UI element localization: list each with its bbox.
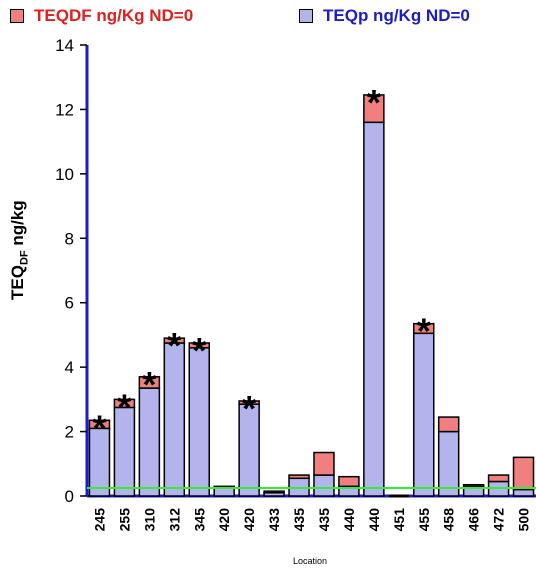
bar-teqp — [363, 121, 385, 497]
x-tick-label: 451 — [391, 508, 407, 532]
bar-teqdf — [437, 416, 460, 433]
bar-teqdf — [363, 94, 385, 124]
legend-label-teqdf: TEQDF ng/Kg ND=0 — [34, 6, 194, 25]
legend-swatch-teqdf — [10, 9, 24, 23]
legend-item-teqp: TEQp ng/Kg ND=0 — [299, 6, 470, 26]
significance-marker: * — [192, 330, 206, 371]
bar-teqdf — [313, 451, 335, 476]
x-tick-label: 440 — [366, 508, 382, 532]
bar-teqdf — [113, 398, 136, 409]
x-tick-label: 435 — [316, 508, 332, 532]
significance-marker: * — [417, 311, 431, 352]
bar-teqdf — [138, 376, 161, 389]
bar-teqdf — [413, 322, 435, 335]
significance-marker: * — [167, 325, 181, 366]
bar-teqdf — [188, 342, 210, 349]
legend: TEQDF ng/Kg ND=0 TEQp ng/Kg ND=0 — [0, 6, 536, 30]
bar-teqp — [413, 332, 435, 497]
x-axis-label: Location — [292, 556, 328, 566]
bar-teqdf — [338, 475, 360, 488]
y-tick-label: 6 — [65, 294, 74, 313]
bar-teqdf — [88, 419, 111, 430]
legend-swatch-teqp — [299, 9, 313, 23]
significance-marker: * — [117, 386, 131, 427]
y-axis-label-sub: DF — [18, 250, 31, 266]
significance-marker: * — [142, 364, 156, 405]
x-tick-label: 420 — [241, 508, 257, 532]
x-tick-label: 420 — [216, 508, 232, 532]
x-tick-label: 435 — [291, 508, 307, 532]
y-tick-label: 12 — [55, 100, 74, 119]
bar-teqdf — [238, 400, 260, 405]
bar-teqdf — [487, 474, 510, 483]
x-tick-label: 440 — [341, 508, 357, 532]
y-axis-label: TEQDF ng/kg — [8, 200, 30, 300]
bar-teqp — [213, 487, 235, 497]
y-tick-label: 10 — [55, 165, 74, 184]
x-tick-label: 472 — [491, 508, 507, 532]
y-axis-label-main: TEQ — [8, 265, 27, 300]
x-tick-label: 466 — [466, 508, 482, 532]
y-tick-label: 8 — [65, 229, 74, 248]
y-tick-label: 0 — [65, 487, 74, 506]
x-tick-label: 500 — [516, 508, 532, 532]
legend-item-teqdf: TEQDF ng/Kg ND=0 — [10, 6, 193, 26]
bar-teqp — [437, 430, 460, 497]
y-tick-label: 14 — [55, 36, 74, 55]
significance-marker: * — [92, 407, 106, 448]
x-tick-label: 245 — [91, 508, 107, 532]
y-tick-label: 4 — [65, 358, 74, 377]
significance-marker: * — [242, 388, 256, 429]
x-tick-label: 455 — [416, 508, 432, 532]
bar-teqdf — [263, 490, 285, 494]
bar-teqdf — [163, 337, 186, 344]
y-tick-label: 2 — [65, 423, 74, 442]
bar-teqp — [512, 488, 535, 497]
bar-teqp — [313, 474, 335, 497]
x-tick-label: 433 — [266, 508, 282, 532]
legend-label-teqp: TEQp ng/Kg ND=0 — [323, 6, 470, 25]
x-tick-label: 312 — [166, 508, 182, 532]
bar-teqdf — [512, 456, 535, 491]
bar-teqdf — [288, 474, 310, 480]
significance-marker: * — [367, 82, 381, 123]
y-axis-label-unit: ng/kg — [8, 200, 27, 251]
x-tick-label: 310 — [141, 508, 157, 532]
x-tick-label: 345 — [191, 508, 207, 532]
x-tick-label: 458 — [441, 508, 457, 532]
x-tick-label: 255 — [116, 508, 132, 532]
bar-teqdf — [462, 483, 485, 488]
